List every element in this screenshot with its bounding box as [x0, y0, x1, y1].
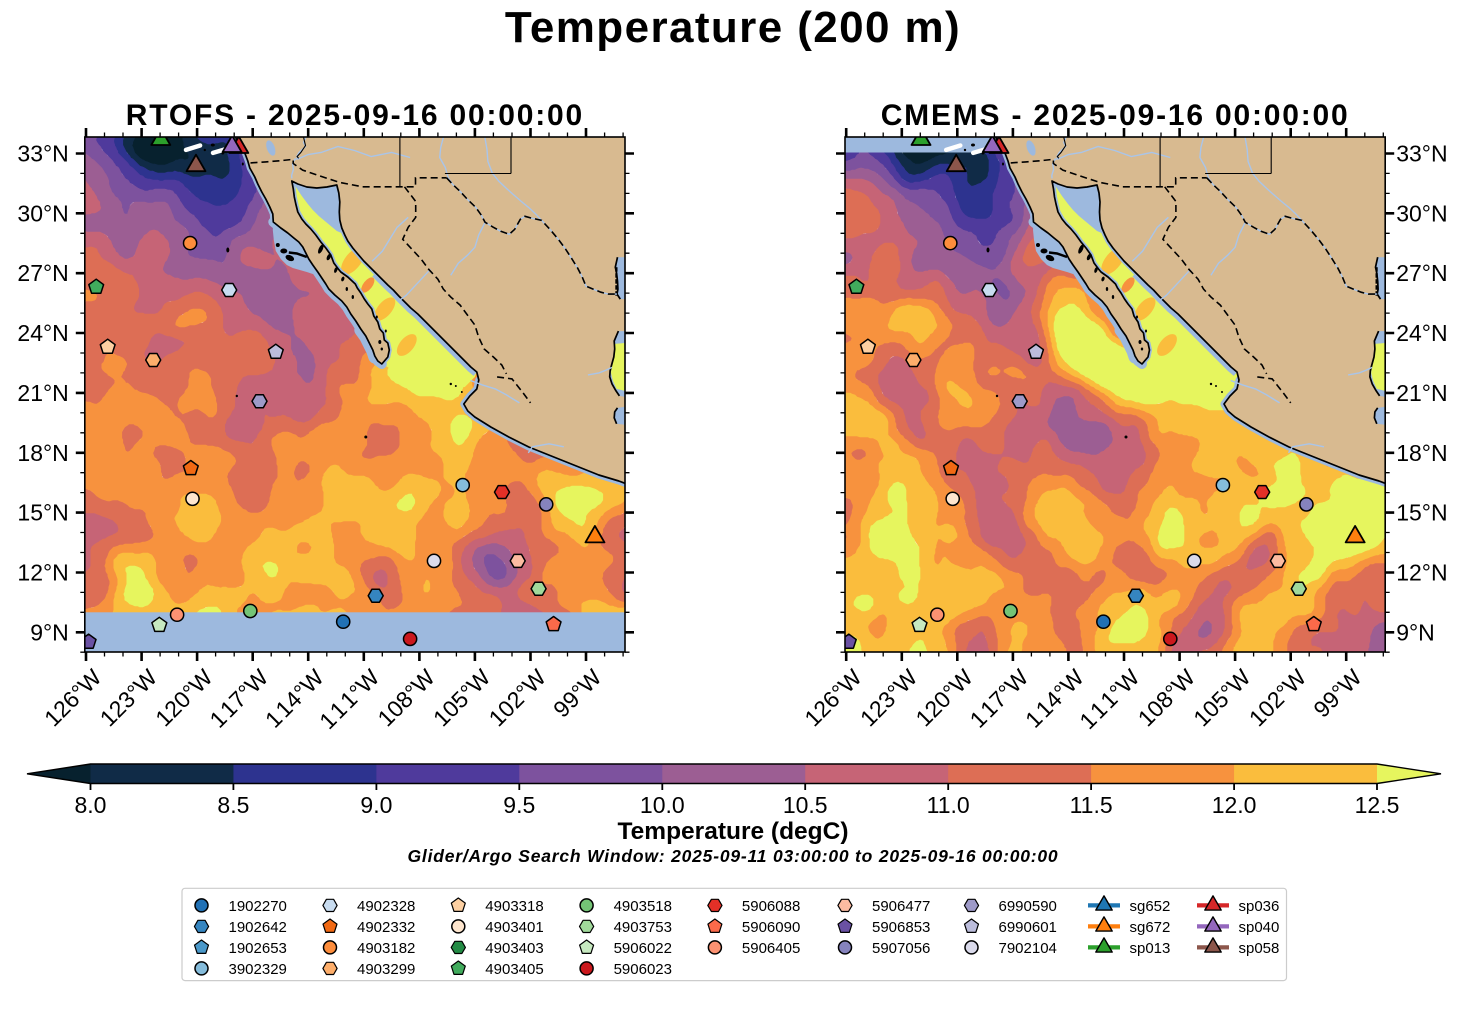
svg-text:3902329: 3902329 — [229, 961, 287, 978]
svg-text:sp036: sp036 — [1239, 898, 1280, 915]
svg-text:18°N: 18°N — [17, 440, 68, 466]
svg-text:10.5: 10.5 — [783, 792, 828, 818]
svg-text:15°N: 15°N — [1396, 500, 1447, 526]
svg-text:8.0: 8.0 — [75, 792, 107, 818]
svg-text:12°N: 12°N — [17, 560, 68, 586]
svg-text:1902653: 1902653 — [229, 940, 287, 957]
svg-text:4903299: 4903299 — [357, 961, 415, 978]
svg-text:Temperature (200 m): Temperature (200 m) — [505, 3, 961, 52]
svg-text:5906853: 5906853 — [872, 919, 930, 936]
svg-text:4903753: 4903753 — [614, 919, 672, 936]
svg-text:5907056: 5907056 — [872, 940, 930, 957]
svg-text:21°N: 21°N — [1396, 380, 1447, 406]
svg-text:15°N: 15°N — [17, 500, 68, 526]
svg-text:9.5: 9.5 — [503, 792, 535, 818]
svg-text:5906023: 5906023 — [614, 961, 672, 978]
svg-text:1902270: 1902270 — [229, 898, 287, 915]
svg-text:4903403: 4903403 — [485, 940, 543, 957]
svg-text:RTOFS - 2025-09-16 00:00:00: RTOFS - 2025-09-16 00:00:00 — [126, 99, 584, 132]
svg-text:4902332: 4902332 — [357, 919, 415, 936]
svg-text:4902328: 4902328 — [357, 898, 415, 915]
svg-text:12.5: 12.5 — [1355, 792, 1400, 818]
svg-text:33°N: 33°N — [1396, 141, 1447, 167]
svg-text:11.5: 11.5 — [1070, 792, 1113, 818]
svg-text:5906088: 5906088 — [742, 898, 800, 915]
svg-text:10.0: 10.0 — [640, 792, 685, 818]
svg-text:11.0: 11.0 — [927, 792, 970, 818]
svg-text:30°N: 30°N — [17, 200, 68, 226]
svg-text:18°N: 18°N — [1396, 440, 1447, 466]
svg-text:4903318: 4903318 — [485, 898, 543, 915]
svg-text:1902642: 1902642 — [229, 919, 287, 936]
svg-text:sp013: sp013 — [1130, 940, 1171, 957]
svg-text:5906022: 5906022 — [614, 940, 672, 957]
svg-text:6990590: 6990590 — [999, 898, 1057, 915]
svg-text:sp040: sp040 — [1239, 919, 1280, 936]
svg-text:7902104: 7902104 — [999, 940, 1057, 957]
svg-text:sg672: sg672 — [1130, 919, 1171, 936]
svg-text:12.0: 12.0 — [1212, 792, 1257, 818]
svg-text:21°N: 21°N — [17, 380, 68, 406]
svg-text:5906477: 5906477 — [872, 898, 930, 915]
svg-text:9°N: 9°N — [30, 619, 69, 645]
svg-text:24°N: 24°N — [17, 320, 68, 346]
svg-text:sp058: sp058 — [1239, 940, 1280, 957]
svg-text:8.5: 8.5 — [217, 792, 249, 818]
svg-text:4903182: 4903182 — [357, 940, 415, 957]
svg-text:12°N: 12°N — [1396, 560, 1447, 586]
svg-text:27°N: 27°N — [1396, 260, 1447, 286]
svg-text:30°N: 30°N — [1396, 200, 1447, 226]
svg-text:27°N: 27°N — [17, 260, 68, 286]
svg-text:33°N: 33°N — [17, 141, 68, 167]
svg-text:CMEMS - 2025-09-16 00:00:00: CMEMS - 2025-09-16 00:00:00 — [881, 99, 1350, 132]
svg-text:Temperature (degC): Temperature (degC) — [618, 818, 849, 845]
svg-text:sg652: sg652 — [1130, 898, 1171, 915]
svg-text:9°N: 9°N — [1396, 619, 1435, 645]
svg-text:4903401: 4903401 — [485, 919, 543, 936]
svg-text:4903405: 4903405 — [485, 961, 543, 978]
svg-text:4903518: 4903518 — [614, 898, 672, 915]
svg-text:5906405: 5906405 — [742, 940, 800, 957]
svg-text:9.0: 9.0 — [360, 792, 392, 818]
svg-text:6990601: 6990601 — [999, 919, 1057, 936]
svg-text:5906090: 5906090 — [742, 919, 800, 936]
svg-text:Glider/Argo Search Window: 202: Glider/Argo Search Window: 2025-09-11 03… — [408, 846, 1059, 866]
svg-text:24°N: 24°N — [1396, 320, 1447, 346]
